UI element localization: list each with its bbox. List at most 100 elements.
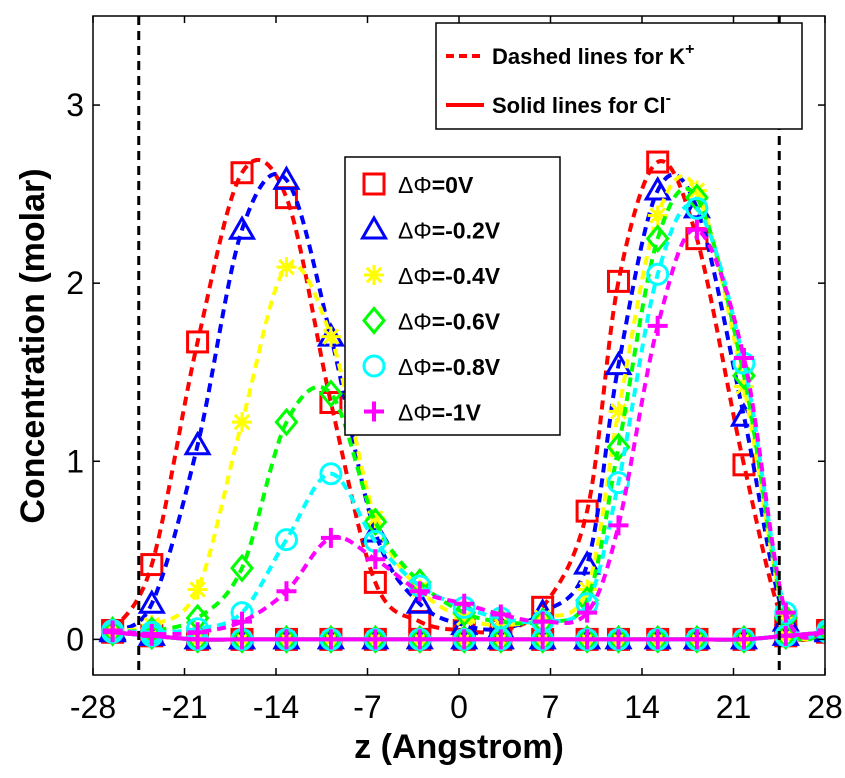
cl-marker-3-8: [452, 625, 477, 654]
legend-entry-1: ΔΦ=-0.2V: [359, 214, 501, 244]
note-dashed-text: Dashed lines for K+: [492, 41, 695, 69]
x-tick-label-3: -7: [353, 689, 381, 725]
legend-label-prefix-2: ΔΦ: [398, 263, 432, 289]
k-marker-5-3: [232, 611, 253, 632]
ticks-layer: -28 -21 -14 -7 0 7 14 21 28 0 1 2 3: [66, 16, 843, 725]
k-marker-5-14: [686, 219, 707, 240]
k-marker-1-7: [405, 589, 434, 614]
k-marker-1-13: [643, 176, 672, 201]
k-marker-4-14: [685, 196, 709, 220]
cl-marker-3-11: [575, 625, 600, 654]
k-marker-0-6: [363, 570, 387, 594]
cl-marker-5-8: [454, 629, 475, 650]
cl-marker-3-6: [363, 625, 388, 654]
cl-marker-3-9: [488, 625, 513, 654]
legend-marker-4: [362, 354, 386, 378]
cl-marker-5-7: [409, 629, 430, 650]
x-tick-label-8: 28: [807, 689, 843, 725]
k-marker-3-6: [363, 507, 388, 537]
k-marker-5-7: [409, 581, 430, 602]
k-marker-5-10: [532, 611, 553, 632]
legend-label-value-3: =-0.6V: [432, 309, 501, 335]
note-solid-label: Solid lines for Cl: [492, 93, 666, 118]
legend-marker-3: [362, 306, 386, 335]
k-marker-2-6: [365, 508, 386, 529]
legend-entry-2: ΔΦ=-0.4V: [364, 263, 501, 289]
cl-marker-5-9: [490, 629, 511, 650]
y-tick-label-3: 3: [66, 87, 84, 123]
k-marker-3-12: [606, 432, 631, 462]
cl-marker-5-0: [102, 622, 123, 643]
cl-marker-5-11: [577, 629, 598, 650]
x-axis-title: z (Angstrom): [354, 728, 564, 766]
k-marker-1-3: [227, 215, 257, 240]
legend-label-prefix-3: ΔΦ: [398, 309, 432, 335]
k-marker-1-1: [137, 589, 166, 614]
legend-entry-4: ΔΦ=-0.8V: [362, 354, 501, 380]
note-dashed-sup: +: [685, 41, 694, 58]
cl-marker-5-17: [817, 630, 825, 635]
legend-entry-0: ΔΦ=0V: [362, 172, 474, 198]
cl-marker-5-13: [647, 629, 668, 650]
k-line-series-4: [112, 203, 825, 640]
k-marker-5-12: [608, 515, 629, 536]
legend-label-4: ΔΦ=-0.8V: [398, 354, 501, 380]
k-marker-2-13: [647, 205, 668, 226]
cl-marker-3-17: [815, 621, 825, 644]
k-marker-5-9: [490, 604, 511, 625]
k-marker-2-3: [232, 412, 253, 433]
k-marker-5-11: [577, 602, 598, 623]
series-5: [102, 219, 825, 650]
legend-label-0: ΔΦ=0V: [398, 172, 474, 198]
k-marker-1-4: [272, 165, 301, 190]
cl-marker-3-12: [606, 625, 631, 654]
cl-marker-3-14: [684, 625, 709, 654]
k-marker-1-2: [183, 430, 212, 456]
cl-marker-5-3: [232, 629, 253, 650]
cl-marker-5-1: [141, 625, 162, 646]
k-marker-4-4: [274, 528, 298, 552]
cl-marker-3-4: [274, 625, 299, 654]
k-marker-5-15: [733, 347, 754, 368]
legend-entries: ΔΦ=0VΔΦ=-0.2VΔΦ=-0.4VΔΦ=-0.6VΔΦ=-0.8VΔΦ=…: [359, 172, 501, 426]
legend-entry-5: ΔΦ=-1V: [364, 400, 482, 426]
legend-label-value-5: =-1V: [432, 400, 482, 426]
legend-label-value-0: =0V: [432, 172, 474, 198]
k-marker-3-3: [230, 553, 254, 583]
k-marker-0-3: [230, 161, 254, 185]
k-marker-0-2: [186, 330, 210, 354]
cl-marker-3-10: [530, 625, 555, 654]
k-marker-0-5: [319, 390, 343, 414]
legend-label-3: ΔΦ=-0.6V: [398, 309, 501, 335]
x-tick-label-4: 0: [450, 689, 468, 725]
k-marker-0-1: [140, 553, 164, 577]
legend-marker-5: [364, 401, 384, 422]
cl-marker-5-15: [733, 629, 754, 650]
k-marker-2-12: [608, 401, 629, 422]
legend: ΔΦ=0VΔΦ=-0.2VΔΦ=-0.4VΔΦ=-0.6VΔΦ=-0.8VΔΦ=…: [344, 156, 561, 436]
note-solid-text: Solid lines for Cl-: [492, 90, 671, 118]
legend-marker-1: [359, 214, 389, 240]
k-marker-5-6: [365, 549, 386, 570]
k-marker-2-4: [276, 257, 297, 278]
k-marker-4-13: [646, 262, 670, 286]
legend-label-prefix-5: ΔΦ: [398, 400, 432, 426]
x-tick-label-6: 14: [624, 689, 660, 725]
legend-label-value-2: =-0.4V: [432, 263, 501, 289]
x-tick-label-1: -21: [161, 689, 207, 725]
k-marker-5-4: [276, 581, 297, 602]
cl-marker-3-5: [318, 625, 343, 654]
cl-marker-3-3: [230, 625, 254, 654]
cl-marker-3-7: [407, 625, 432, 654]
k-marker-2-2: [187, 579, 208, 600]
k-marker-4-12: [606, 471, 630, 495]
k-marker-3-13: [645, 224, 670, 253]
legend-box: [344, 156, 561, 436]
y-axis-title: Concentration (molar): [14, 168, 52, 523]
y-tick-label-0: 0: [66, 621, 84, 657]
k-marker-2-14: [686, 180, 707, 201]
k-marker-5-5: [320, 527, 341, 548]
k-marker-1-11: [573, 550, 602, 575]
line-style-note: Dashed lines for K+ Solid lines for Cl-: [435, 22, 803, 130]
